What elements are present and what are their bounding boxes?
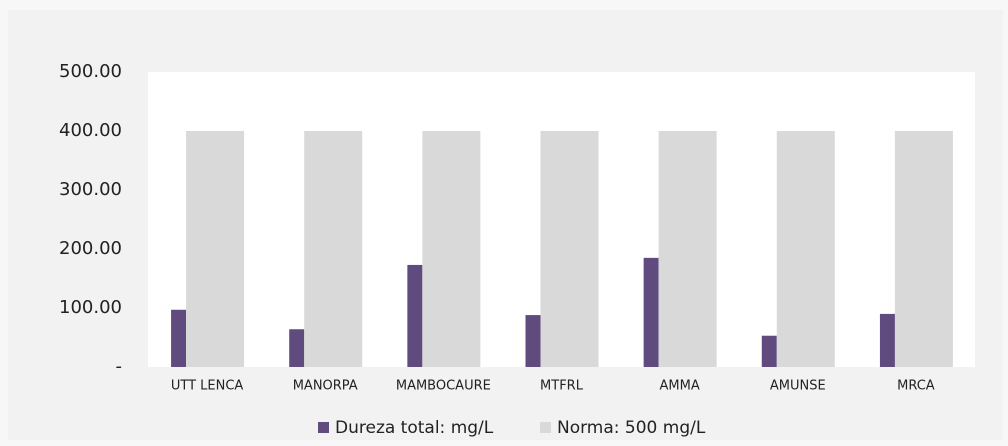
bar: [894, 131, 953, 367]
bar: [422, 131, 481, 367]
x-tick-label: MANORPA: [293, 379, 358, 394]
bar: [879, 313, 895, 367]
x-tick-label: MTFRL: [540, 379, 584, 394]
bar: [643, 257, 659, 367]
legend-swatch: [318, 422, 329, 433]
bar: [289, 329, 305, 367]
x-tick-label: AMMA: [660, 379, 700, 394]
bar: [186, 131, 245, 367]
bar: [776, 131, 835, 367]
bar: [525, 315, 541, 367]
y-tick-label: 500.00: [59, 61, 122, 82]
x-tick-label: MAMBOCAURE: [396, 379, 491, 394]
y-tick-label: 300.00: [59, 179, 122, 200]
bar: [304, 131, 363, 367]
legend-swatch: [540, 422, 551, 433]
bar: [407, 264, 423, 367]
y-tick-label: 100.00: [59, 297, 122, 318]
bar: [658, 131, 717, 367]
bar: [761, 335, 777, 367]
bar: [171, 309, 187, 367]
x-tick-label: UTT LENCA: [171, 379, 244, 394]
y-tick-label: 400.00: [59, 120, 122, 141]
y-tick-label: -: [116, 356, 123, 377]
legend-label: Norma: 500 mg/L: [557, 418, 706, 438]
legend-label: Dureza total: mg/L: [335, 418, 494, 438]
x-tick-label: AMUNSE: [770, 379, 826, 394]
bar: [540, 131, 599, 367]
y-tick-label: 200.00: [59, 238, 122, 259]
x-tick-label: MRCA: [897, 379, 935, 394]
